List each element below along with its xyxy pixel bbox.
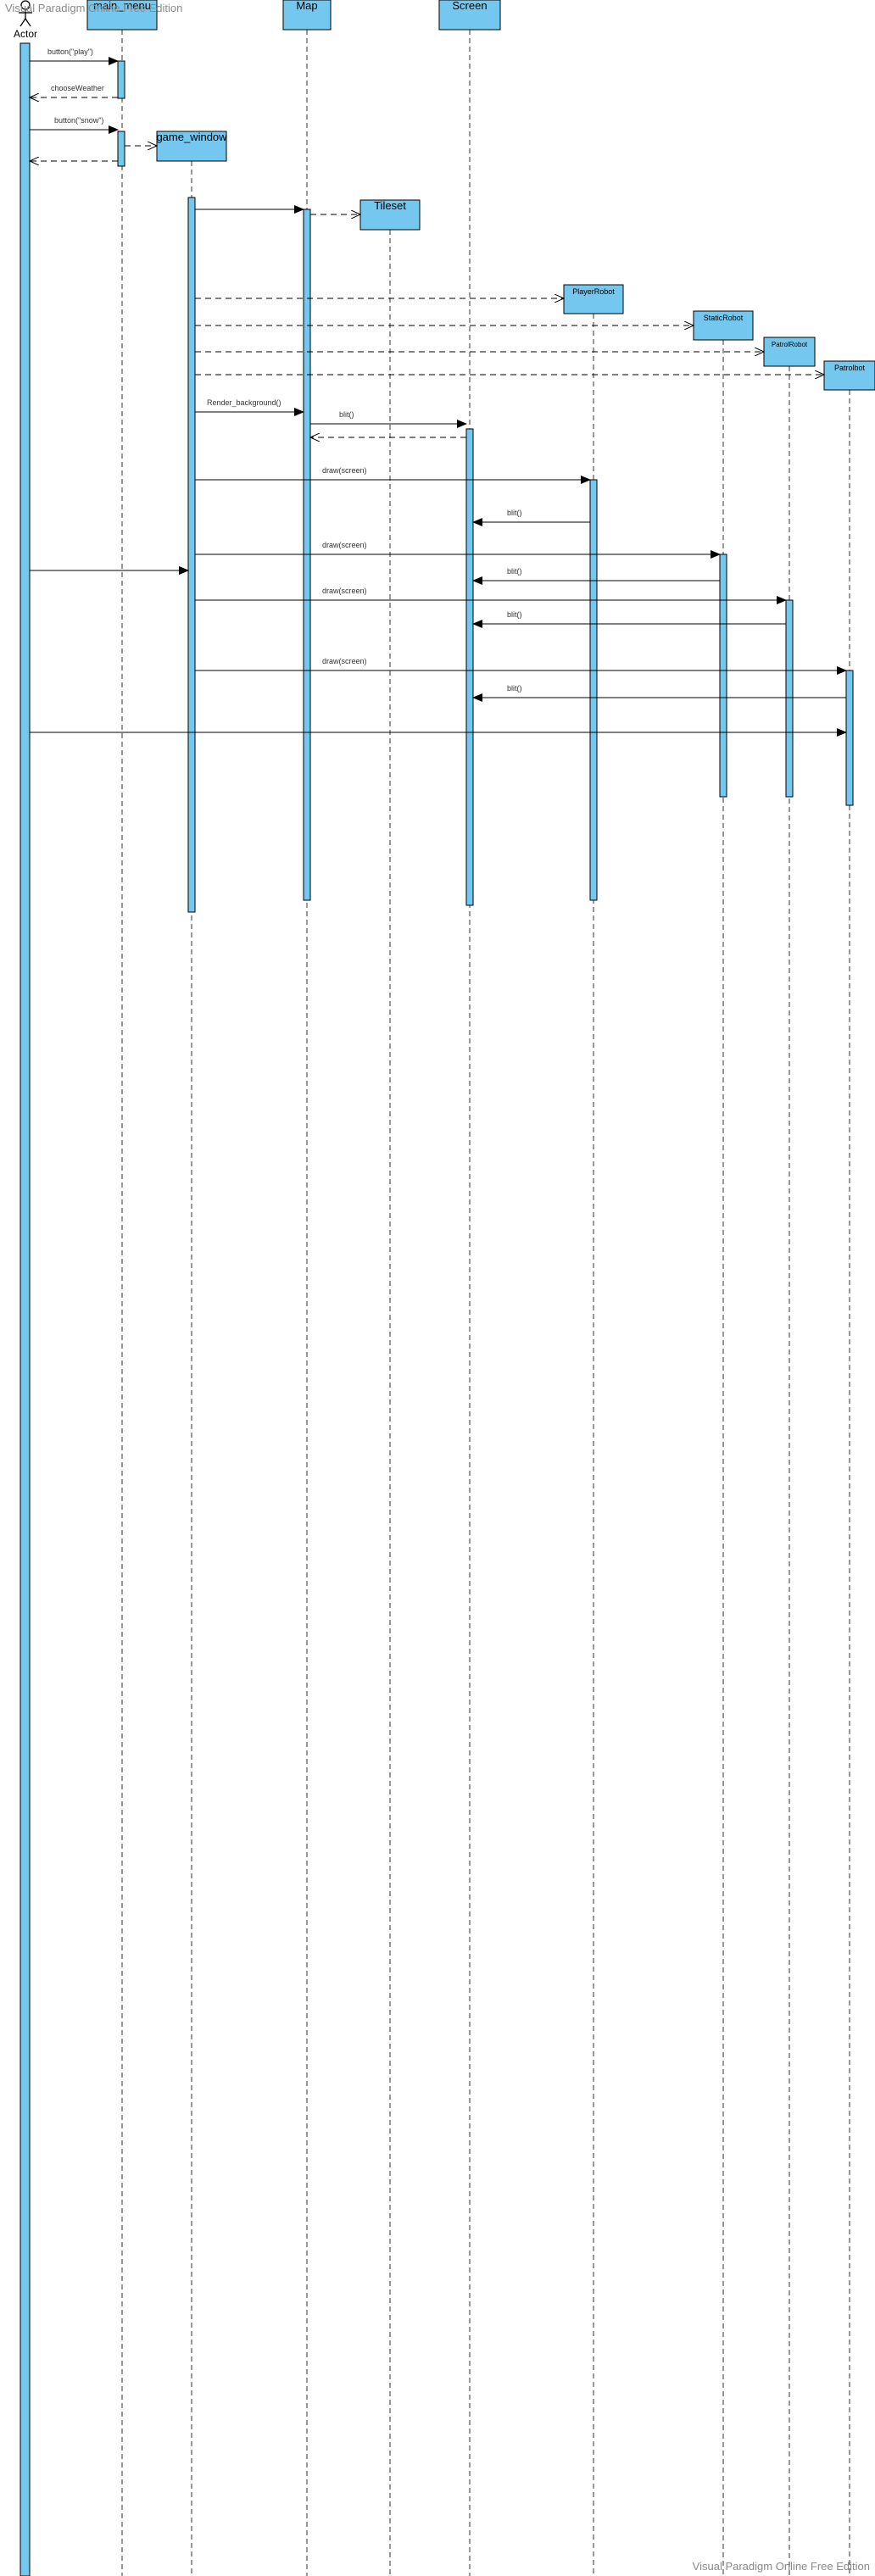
participant-staticrobot[interactable]: StaticRobot (693, 310, 754, 341)
actor[interactable]: Actor (14, 0, 37, 40)
activation-bar-main_menu (117, 131, 125, 167)
participant-label: StaticRobot (704, 314, 744, 322)
message-label: Render_background() (207, 398, 281, 407)
activation-bar-main_menu (117, 60, 125, 99)
participant-screen[interactable]: Screen (438, 0, 501, 31)
participant-box[interactable] (563, 284, 624, 314)
activation-bar-screen (465, 428, 474, 906)
message-1[interactable]: button("play") (30, 47, 119, 65)
participant-label: PlayerRobot (572, 287, 615, 296)
participant-patrolrobot[interactable]: PatrolRobot (763, 337, 816, 367)
participant-label: main_menu (93, 0, 151, 12)
participant-game_window[interactable]: game_window (156, 131, 227, 162)
participants-layer: main_menu game_window Map Tileset Screen Play… (86, 0, 875, 391)
participant-map[interactable]: Map (282, 0, 332, 31)
message-24[interactable]: blit() (472, 684, 846, 702)
message-17[interactable]: blit() (472, 509, 590, 526)
participant-box[interactable] (156, 131, 227, 162)
message-label: chooseWeather (51, 84, 104, 92)
message-2[interactable]: chooseWeather (30, 84, 118, 97)
participant-label: Patrolbot (834, 364, 866, 372)
message-3[interactable]: button("snow") (30, 116, 119, 134)
participant-playerrobot[interactable]: PlayerRobot (563, 284, 624, 314)
participant-box[interactable] (438, 0, 501, 31)
participant-main_menu[interactable]: main_menu (86, 0, 158, 31)
message-label: button("snow") (54, 116, 103, 125)
message-label: blit() (507, 610, 522, 619)
activation-bar-staticrobot (719, 554, 727, 798)
message-label: draw(screen) (322, 657, 367, 665)
stick-figure-icon (19, 0, 32, 27)
activation-bar-patrolbot (845, 670, 854, 806)
participant-box[interactable] (359, 199, 421, 231)
activation-bar-game_window (187, 197, 196, 913)
watermark-bottom: Visual Paradigm Online Free Edition (692, 2560, 870, 2573)
activation-bar-playerrobot (589, 479, 598, 901)
actor-label: Actor (14, 28, 37, 40)
message-label: blit() (339, 410, 354, 419)
participant-box[interactable] (86, 0, 158, 31)
participant-box[interactable] (282, 0, 332, 31)
message-label: blit() (507, 509, 522, 517)
watermark-top: Visual Paradigm Online Free Edition (5, 2, 183, 14)
message-19[interactable]: blit() (472, 567, 720, 585)
participant-label: Screen (452, 0, 487, 12)
message-label: button("play") (47, 47, 93, 56)
message-label: draw(screen) (322, 466, 367, 475)
message-23[interactable]: draw(screen) (195, 657, 847, 675)
activation-bar-patrolrobot (785, 599, 794, 798)
participant-tileset[interactable]: Tileset (359, 199, 421, 231)
message-14[interactable]: blit() (310, 410, 467, 428)
participant-label: Tileset (374, 199, 406, 212)
message-label: draw(screen) (322, 541, 367, 549)
participant-label: PatrolRobot (772, 341, 808, 348)
messages-layer: button("play") chooseWeather button("snow"… (30, 47, 847, 737)
message-label: blit() (507, 567, 522, 576)
message-18[interactable]: draw(screen) (195, 541, 721, 559)
participant-label: game_window (156, 131, 227, 143)
message-label: draw(screen) (322, 587, 367, 595)
participant-box[interactable] (763, 337, 816, 367)
participant-label: Map (296, 0, 317, 12)
participant-patrolbot[interactable]: Patrolbot (823, 360, 875, 391)
message-13[interactable]: Render_background() (195, 398, 304, 416)
activations-layer (20, 42, 854, 2576)
participant-box[interactable] (693, 310, 754, 341)
message-16[interactable]: draw(screen) (195, 466, 591, 484)
message-21[interactable]: draw(screen) (195, 587, 787, 604)
actor-layer: Actor (14, 0, 37, 40)
message-22[interactable]: blit() (472, 610, 786, 628)
activation-bar-actor (20, 42, 31, 2576)
message-label: blit() (507, 684, 522, 693)
